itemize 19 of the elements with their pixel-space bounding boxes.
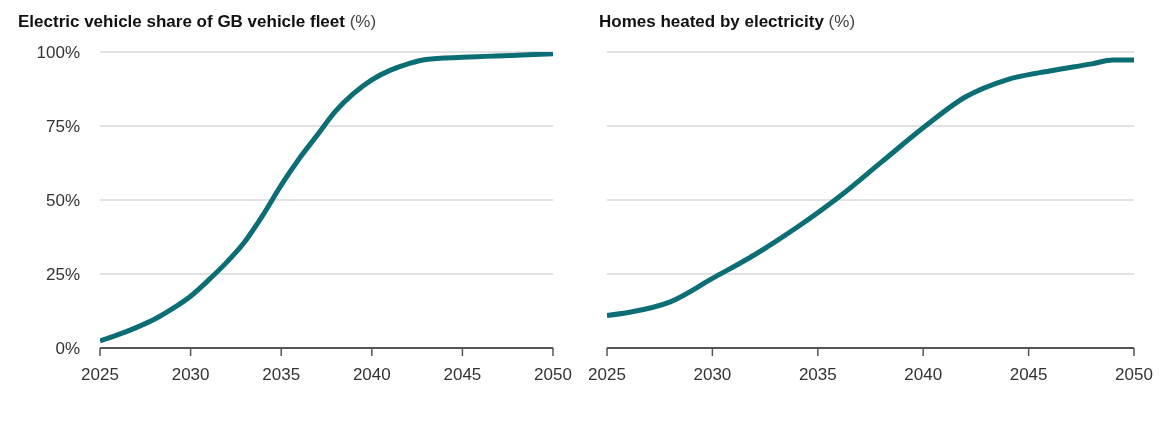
chart-title: Electric vehicle share of GB vehicle fleet (%) bbox=[18, 12, 377, 31]
x-tick-label: 2030 bbox=[693, 365, 732, 385]
chart-title: Homes heated by electricity (%) bbox=[599, 12, 856, 31]
x-tick-label: 2050 bbox=[1115, 365, 1153, 385]
x-tick-label: 2040 bbox=[352, 365, 391, 385]
x-tick-label: 2045 bbox=[443, 365, 482, 385]
y-tick-label: 100% bbox=[36, 43, 80, 63]
x-tick-label: 2035 bbox=[798, 365, 837, 385]
x-tick-label: 2040 bbox=[904, 365, 943, 385]
y-tick-label: 0% bbox=[55, 339, 80, 359]
y-tick-label: 75% bbox=[45, 117, 80, 137]
x-tick-label: 2025 bbox=[588, 365, 626, 385]
x-tick-label: 2035 bbox=[262, 365, 301, 385]
x-tick-label: 2050 bbox=[534, 365, 572, 385]
x-tick-label: 2030 bbox=[171, 365, 210, 385]
x-tick-label: 2025 bbox=[81, 365, 119, 385]
y-tick-label: 25% bbox=[45, 265, 80, 285]
x-tick-label: 2045 bbox=[1009, 365, 1048, 385]
y-tick-label: 50% bbox=[45, 191, 80, 211]
